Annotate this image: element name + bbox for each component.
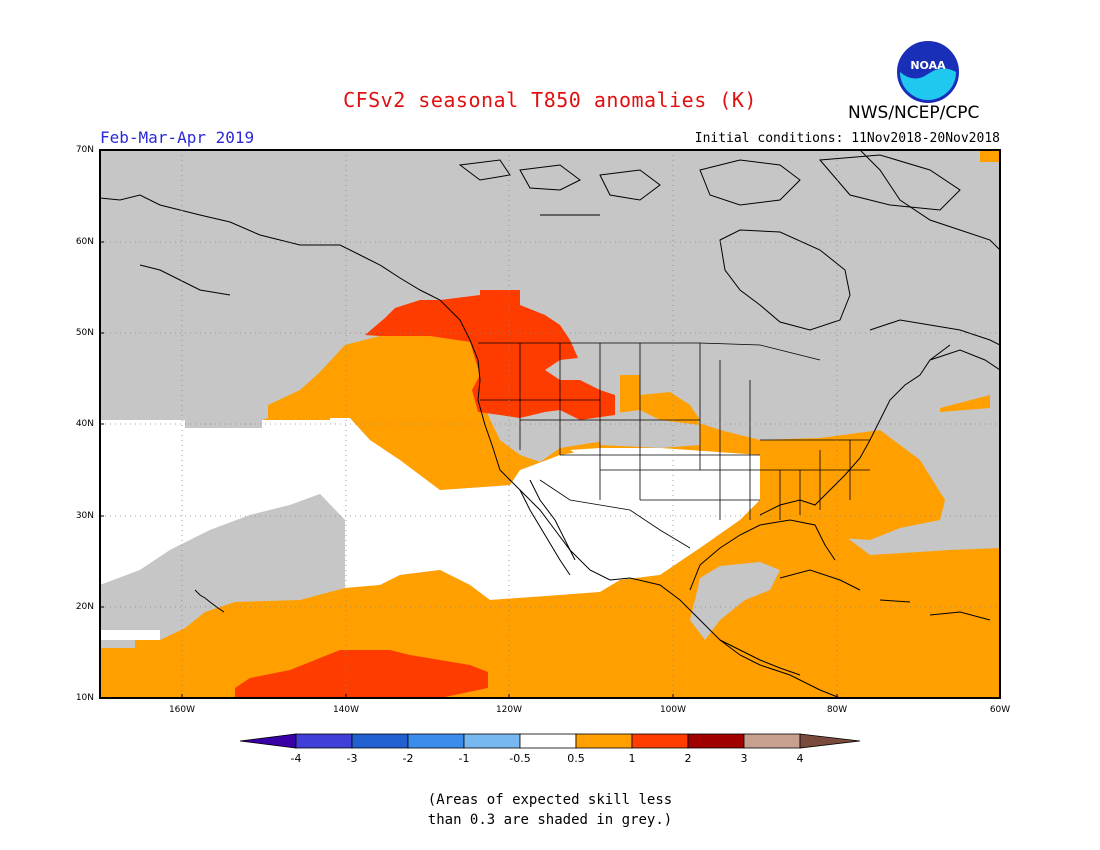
colorbar-swatch-1-2 [631,733,689,749]
colorbar-label: 4 [796,752,804,765]
lon-label-160w: 160W [168,705,196,715]
white-region-pacific [100,418,760,600]
colorbar-label: 2 [684,752,692,765]
lat-label-70n: 70N [75,145,94,155]
lon-label-140w: 140W [332,705,360,715]
red-region-pacific-northwest [365,290,615,420]
orange-region-atlantic [940,395,990,412]
logo-text: NOAA [910,59,946,72]
axis-ticks [100,149,838,698]
graticule [100,150,1000,698]
colorbar-swatch-05-1 [575,733,633,749]
lon-label-60w: 60W [989,705,1011,715]
coastlines [100,150,1000,698]
lat-label-50n: 50N [75,328,94,338]
white-patch-plains [570,448,760,470]
forecast-period: Feb-Mar-Apr 2019 [100,128,255,147]
lat-label-60n: 60N [75,237,94,247]
colorbar-swatch-n4-n3 [295,733,353,749]
orange-region-northeast-pacific [262,336,945,540]
colorbar [239,733,861,749]
lat-label-20n: 20N [75,602,94,612]
lat-label-40n: 40N [75,419,94,429]
colorbar-label: -4 [290,752,302,765]
lon-label-120w: 120W [495,705,523,715]
footnote-line-1: (Areas of expected skill less [427,792,673,808]
colorbar-label: -2 [402,752,414,765]
colorbar-label: 0.5 [567,752,585,765]
colorbar-label: -3 [346,752,358,765]
colorbar-swatch-n05-05 [519,733,577,749]
political-borders [478,342,870,549]
lat-label-30n: 30N [75,511,94,521]
initial-conditions: Initial conditions: 11Nov2018-20Nov2018 [694,131,1000,146]
colorbar-swatch-2-3 [687,733,745,749]
lat-label-10n: 10N [75,693,94,703]
colorbar-swatch-n2-n1 [407,733,465,749]
org-label: NWS/NCEP/CPC [848,103,980,123]
orange-region-tropical-pacific [100,500,1000,698]
colorbar-swatch-gt-4 [799,733,861,749]
noaa-logo: NOAA [897,41,959,103]
skill-footnote: (Areas of expected skill less than 0.3 a… [0,790,1100,830]
colorbar-swatch-3-4 [743,733,801,749]
colorbar-swatch-n1-n05 [463,733,521,749]
red-region-tropical-pacific [235,650,488,698]
grey-patch-gulf [690,562,780,640]
colorbar-swatch-n3-n2 [351,733,409,749]
grey-block-central-pacific [100,494,345,630]
footnote-line-2: than 0.3 are shaded in grey.) [427,812,673,828]
colorbar-label: 1 [628,752,636,765]
map-title: CFSv2 seasonal T850 anomalies (K) [343,88,757,112]
white-region-tropics [100,630,160,640]
lon-label-100w: 100W [659,705,687,715]
orange-region-north-atlantic [980,150,1000,162]
colorbar-label: -0.5 [509,752,531,765]
lon-label-80w: 80W [826,705,848,715]
grey-patch-central-us [600,410,700,448]
colorbar-swatch-lt-4 [239,733,297,749]
colorbar-label: 3 [740,752,748,765]
colorbar-label: -1 [458,752,470,765]
